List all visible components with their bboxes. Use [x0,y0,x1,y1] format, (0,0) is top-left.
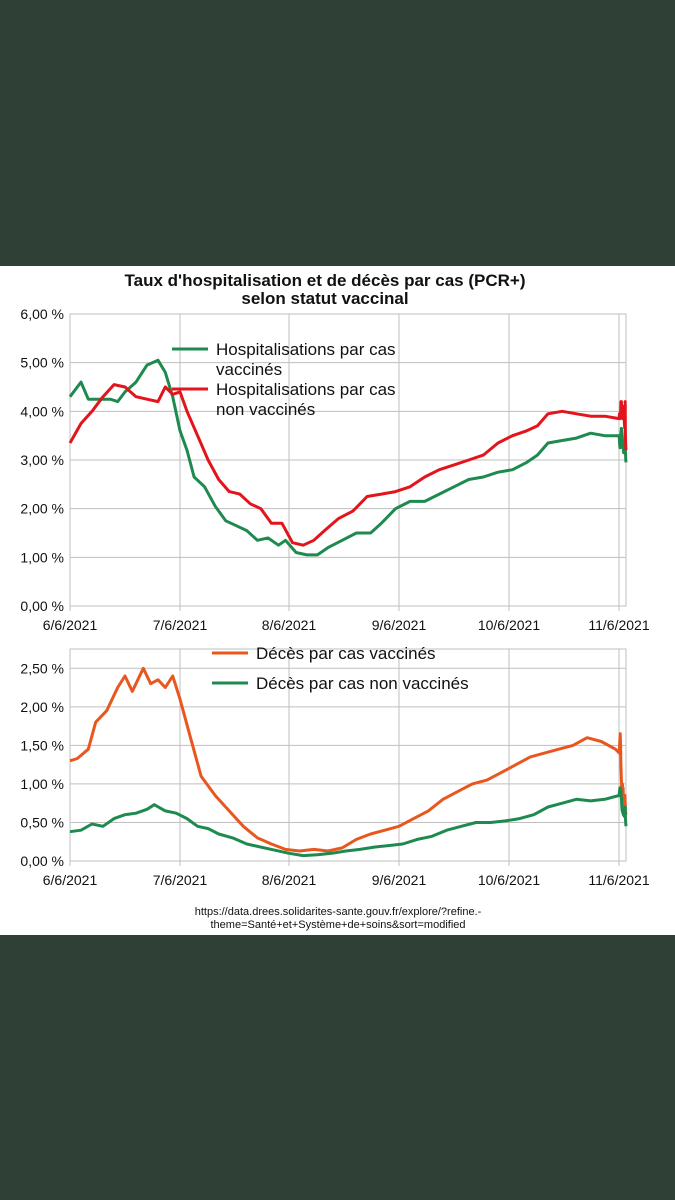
legend-label: Hospitalisations par cas [216,340,396,359]
y-tick-label: 2,50 % [20,660,64,676]
y-tick-label: 6,00 % [20,306,64,322]
y-tick-label: 0,00 % [20,853,64,869]
chart-title-line1: Taux d'hospitalisation et de décès par c… [125,271,526,290]
chart-panel: Taux d'hospitalisation et de décès par c… [0,266,675,935]
x-tick-label: 8/6/2021 [262,872,317,888]
x-tick-label: 6/6/2021 [43,872,98,888]
x-tick-label: 7/6/2021 [153,872,208,888]
x-tick-label: 8/6/2021 [262,617,317,633]
y-tick-label: 1,50 % [20,737,64,753]
x-tick-label: 11/6/2021 [588,617,649,633]
legend-label: vaccinés [216,360,282,379]
y-tick-label: 2,00 % [20,501,64,517]
x-tick-label: 9/6/2021 [372,617,427,633]
series-line [68,383,628,547]
series-line [68,358,628,557]
source-line1: https://data.drees.solidarites-sante.gou… [195,906,482,918]
y-tick-label: 5,00 % [20,355,64,371]
series-line [69,786,628,858]
y-tick-label: 1,00 % [20,776,64,792]
y-tick-label: 0,50 % [20,814,64,830]
chart-title-line2: selon statut vaccinal [241,289,408,308]
plot-border [69,648,627,862]
source-line2: theme=Santé+et+Système+de+soins&sort=mod… [211,919,466,931]
y-tick-label: 2,00 % [20,699,64,715]
y-tick-label: 0,00 % [20,598,64,614]
y-tick-label: 4,00 % [20,403,64,419]
x-tick-label: 6/6/2021 [43,617,98,633]
legend-label: Décès par cas vaccinés [256,644,436,663]
x-tick-label: 10/6/2021 [478,872,540,888]
y-tick-label: 3,00 % [20,452,64,468]
y-tick-label: 1,00 % [20,549,64,565]
series-line [69,666,628,853]
charts-canvas: Taux d'hospitalisation et de décès par c… [20,271,649,931]
hospitalisation-chart: 0,00 % 1,00 % 2,00 % 3,00 % 4,00 % 5,00 % 6,00… [20,306,649,633]
deces-chart: 0,00 % 0,50 % 1,00 % 1,50 % 2,00 % 2,50 % 6/6/… [20,644,649,888]
x-tick-label: 11/6/2021 [588,872,649,888]
x-tick-label: 7/6/2021 [153,617,208,633]
legend-label: non vaccinés [216,400,315,419]
x-tick-label: 9/6/2021 [372,872,427,888]
legend-label: Décès par cas non vaccinés [256,674,469,693]
legend-label: Hospitalisations par cas [216,380,396,399]
x-tick-label: 10/6/2021 [478,617,540,633]
